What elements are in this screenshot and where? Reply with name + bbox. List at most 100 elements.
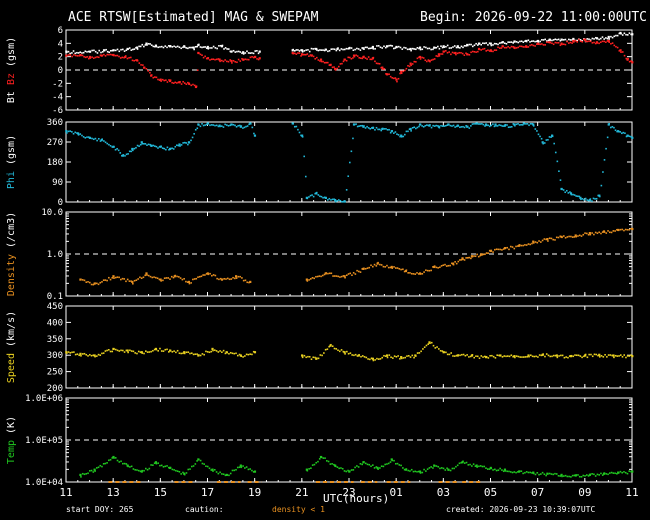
mag-bz-point <box>352 57 354 59</box>
mag-bz-point <box>391 77 394 79</box>
mag-bt-datum <box>336 47 339 51</box>
temp-temp-point <box>94 470 96 472</box>
mag-bt-point <box>67 50 70 53</box>
temp-temp-point <box>236 466 239 469</box>
mag-bt-datum <box>595 37 599 40</box>
speed-speed-point <box>360 355 362 358</box>
temp-temp-point <box>146 468 149 471</box>
speed-speed-point <box>157 350 159 352</box>
phi-phi-point <box>108 143 110 146</box>
temp-temp-point <box>545 474 547 477</box>
mag-bz-point <box>593 41 595 44</box>
density-density-point <box>178 276 180 278</box>
mag-bz-point <box>530 43 533 46</box>
mag-bz-point <box>293 52 296 55</box>
phi-phi-point <box>119 152 122 154</box>
phi-phi-point <box>421 125 423 127</box>
phi-phi-point <box>143 142 145 145</box>
x-tick-label: 17 <box>201 486 214 499</box>
phi-phi-datum <box>607 123 610 126</box>
mag-bt-point <box>354 48 356 51</box>
speed-speed-point <box>445 351 447 354</box>
temp-temp-point <box>414 470 417 473</box>
speed-speed-point <box>538 354 541 356</box>
phi-phi-point <box>482 123 485 126</box>
phi-phi-point <box>301 136 304 138</box>
density-density-point <box>527 243 530 245</box>
density-density-point <box>172 276 175 279</box>
phi-phi-point <box>295 125 298 128</box>
temp-temp-point <box>120 460 122 463</box>
density-density-point <box>520 244 523 247</box>
mag-bz-datum <box>385 73 389 76</box>
mag-bz-point <box>519 45 521 48</box>
phi-phi-point <box>141 142 144 145</box>
phi-phi-point <box>227 124 230 127</box>
temp-temp-point <box>212 470 214 472</box>
mag-bz-point <box>116 54 119 57</box>
phi-ytick-label: 360 <box>47 118 63 128</box>
phi-phi-point <box>407 130 409 133</box>
density-density-point <box>479 254 482 257</box>
x-tick-label: 21 <box>295 486 308 499</box>
temp-temp-point <box>460 461 463 464</box>
speed-speed-point <box>120 349 122 352</box>
mag-bz-point <box>323 61 326 64</box>
speed-speed-point <box>561 354 564 357</box>
mag-ytick-label: 0 <box>58 66 63 76</box>
phi-phi-point <box>479 123 482 125</box>
density-density-point <box>186 281 189 283</box>
mag-bt-point <box>541 39 543 41</box>
phi-phi-point <box>556 160 559 163</box>
density-density-point <box>313 277 316 280</box>
phi-phi-point <box>628 135 631 138</box>
speed-speed-point <box>331 345 334 348</box>
speed-speed-point <box>556 356 559 359</box>
speed-speed-datum <box>499 354 502 357</box>
temp-temp-point <box>190 465 193 468</box>
mag-bz-point <box>500 47 503 49</box>
speed-speed-point <box>346 350 348 353</box>
phi-phi-point <box>543 142 546 144</box>
density-density-point <box>328 272 331 275</box>
density-density-point <box>508 248 510 251</box>
mag-bt-point <box>133 48 136 50</box>
mag-bz-point <box>410 64 412 67</box>
mag-bt-point <box>308 50 311 53</box>
density-density-point <box>167 277 170 279</box>
speed-speed-point <box>547 354 550 357</box>
phi-phi-point <box>135 146 137 149</box>
phi-phi-point <box>319 195 321 198</box>
phi-phi-point <box>179 145 181 147</box>
mag-bz-point <box>322 60 324 63</box>
mag-bz-point <box>554 41 557 44</box>
mag-bz-datum <box>395 78 398 81</box>
phi-phi-datum <box>551 134 554 137</box>
density-density-datum <box>404 269 407 273</box>
phi-phi-point <box>224 123 226 126</box>
mag-ytick-label: 4 <box>58 39 63 49</box>
density-density-point <box>545 238 547 241</box>
mag-bt-point <box>147 43 150 45</box>
temp-temp-point <box>509 471 512 473</box>
mag-bt-point <box>527 39 530 42</box>
density-density-point <box>101 281 103 283</box>
mag-bz-point <box>160 80 162 82</box>
mag-bt-point <box>544 38 547 41</box>
speed-speed-point <box>524 356 527 358</box>
temp-temp-point <box>619 470 622 473</box>
mag-bt-datum <box>631 33 634 36</box>
mag-bt-datum <box>371 45 374 49</box>
temp-temp-point <box>601 474 604 476</box>
density-density-datum <box>532 240 535 243</box>
mag-bz-datum <box>607 39 610 43</box>
phi-phi-point <box>603 159 606 161</box>
density-density-point <box>517 245 519 247</box>
speed-speed-point <box>81 353 84 355</box>
temp-temp-point <box>83 473 86 476</box>
temp-temp-point <box>386 463 388 465</box>
temp-temp-point <box>318 458 321 460</box>
mag-bz-point <box>564 43 567 46</box>
phi-phi-point <box>496 125 499 127</box>
density-density-datum <box>560 235 563 238</box>
